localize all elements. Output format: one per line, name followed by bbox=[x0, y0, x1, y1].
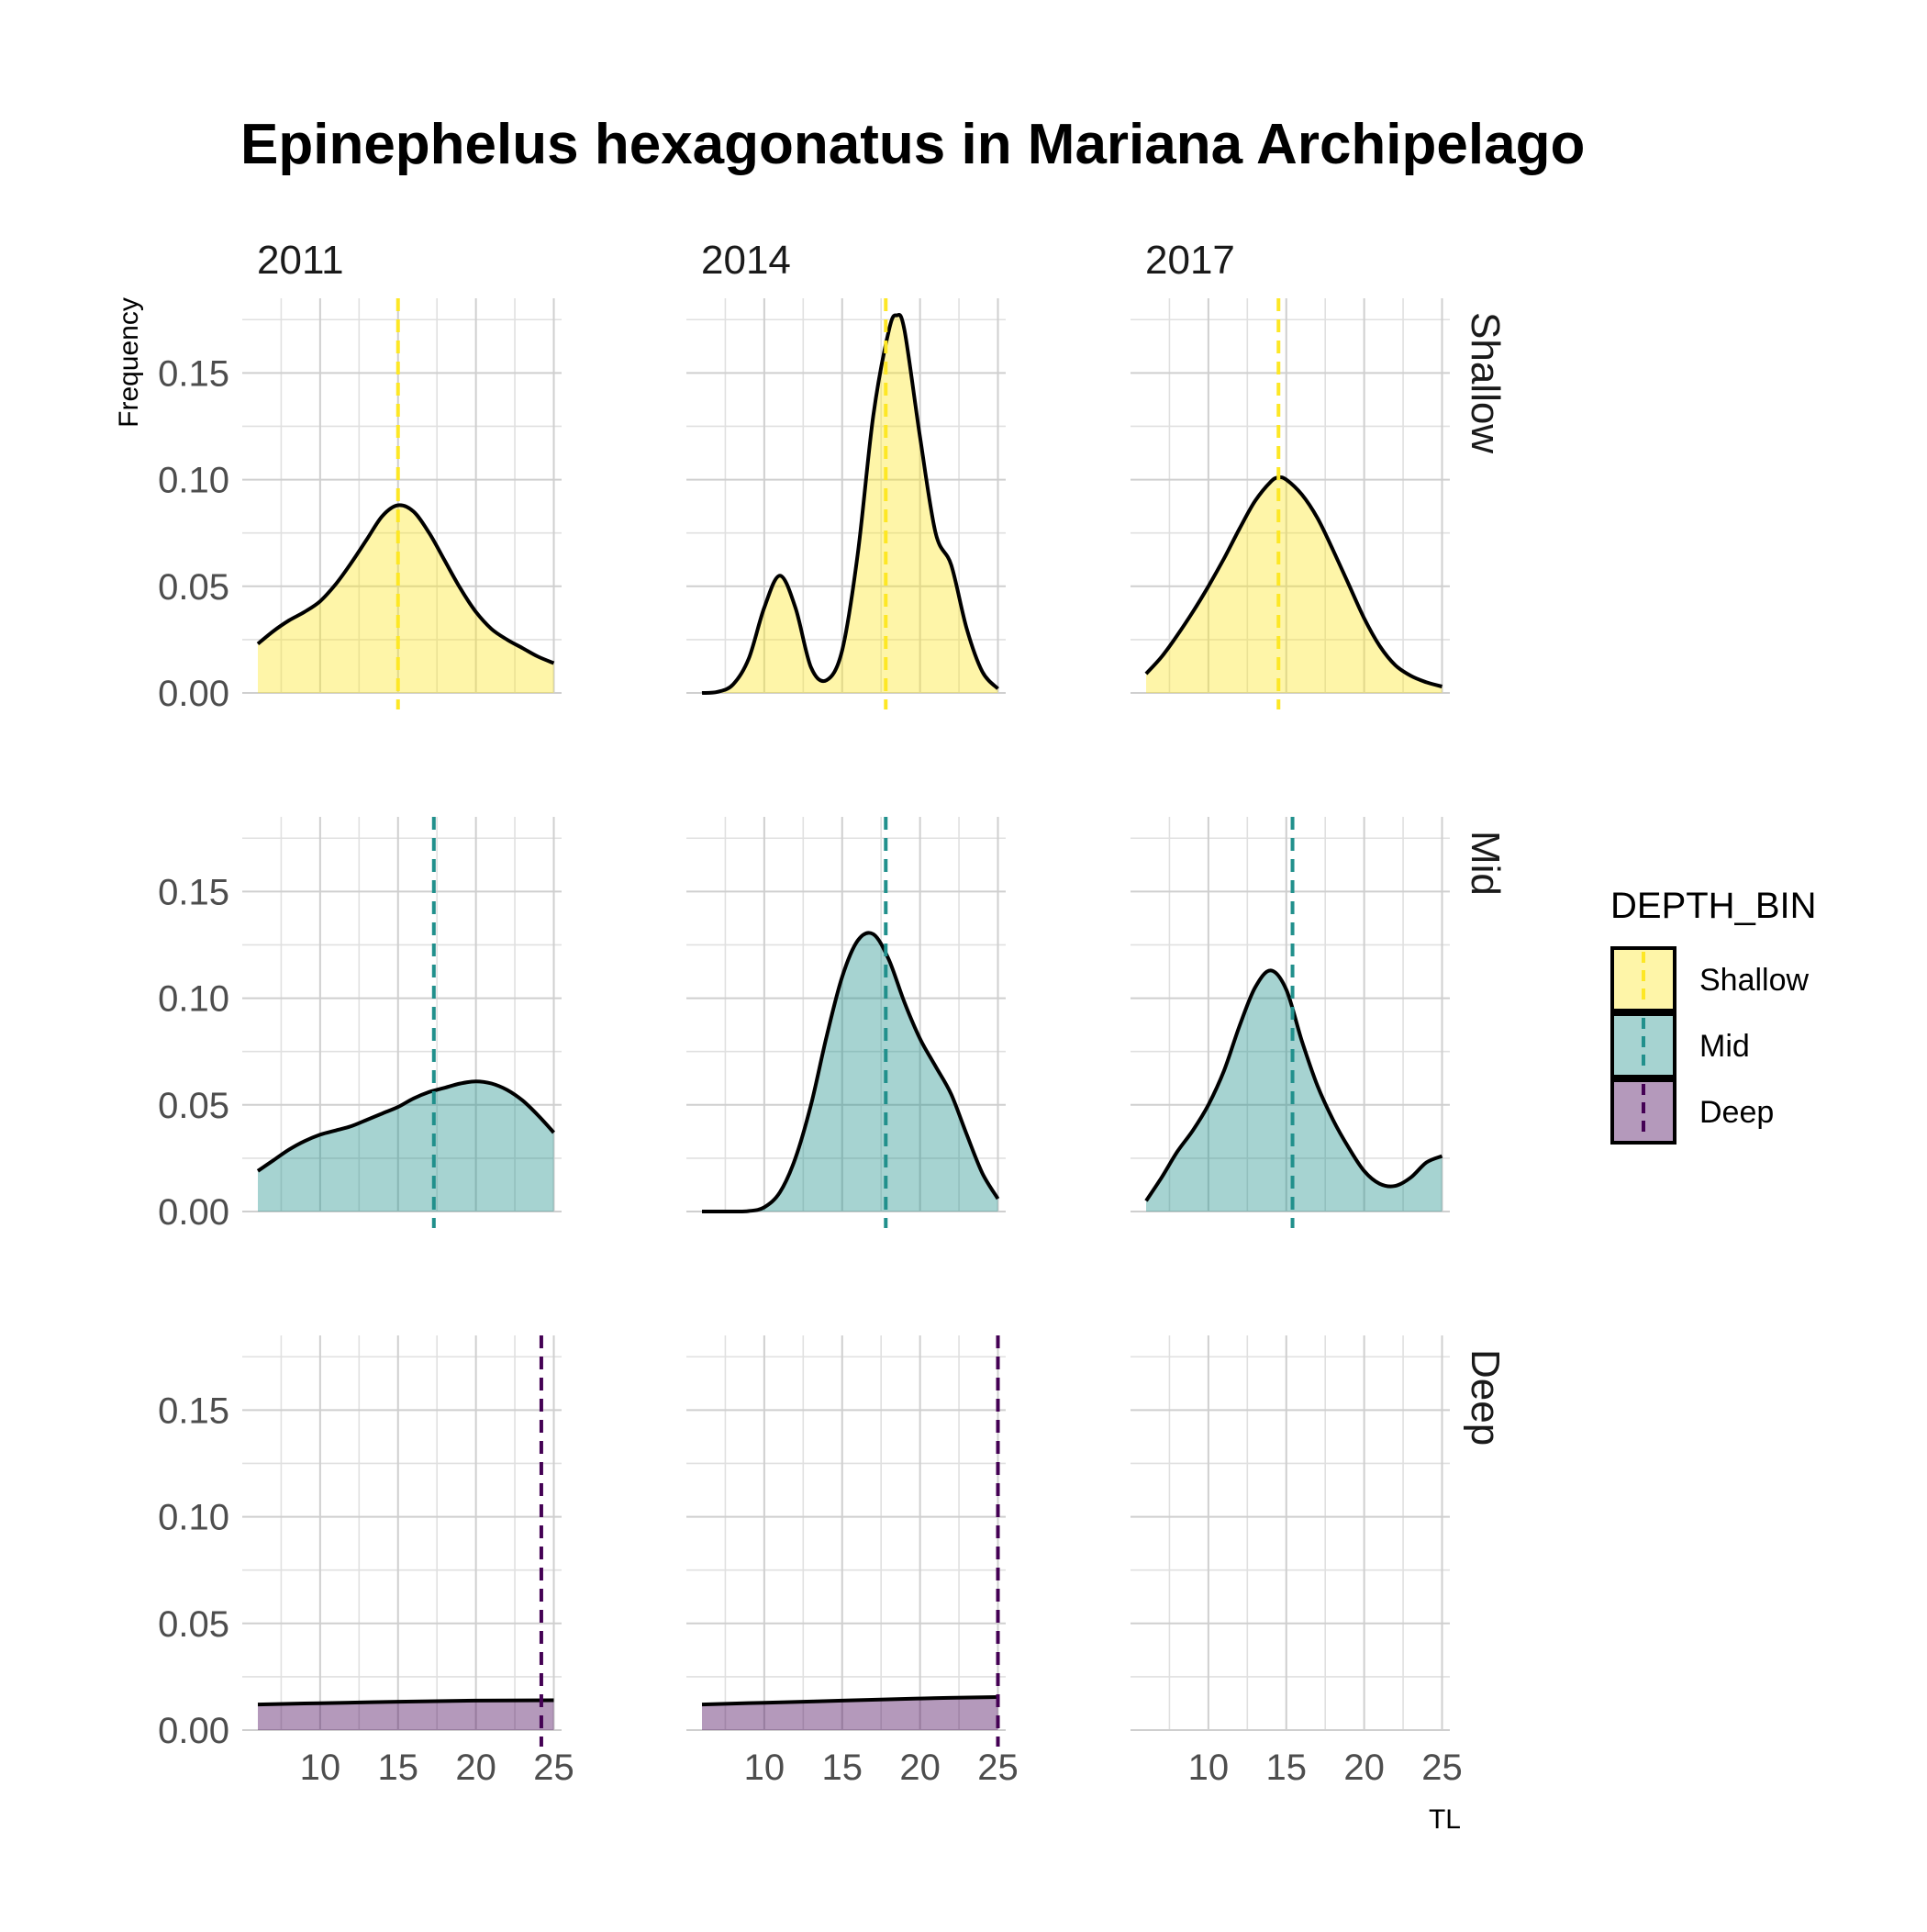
y-tick-label: 0.00 bbox=[158, 1711, 229, 1751]
legend-key-mid bbox=[1610, 1012, 1676, 1078]
y-tick-label: 0.10 bbox=[158, 461, 229, 501]
panel-2017-deep: 10 15 20 25 bbox=[1131, 1335, 1463, 1788]
y-tick-label: 0.05 bbox=[158, 1604, 229, 1645]
x-tick-label: 20 bbox=[455, 1748, 496, 1788]
strip-labels: 2011 2014 2017 Shallow Mid Deep bbox=[257, 238, 1508, 1446]
x-tick-label: 10 bbox=[1188, 1748, 1230, 1788]
density-line bbox=[702, 931, 1000, 1214]
x-tick-label: 10 bbox=[744, 1748, 785, 1788]
density-area bbox=[258, 1081, 554, 1212]
x-axis-title: TL bbox=[1429, 1804, 1461, 1835]
density-line bbox=[256, 1079, 555, 1173]
x-tick-label: 10 bbox=[300, 1748, 341, 1788]
x-tick-label: 20 bbox=[1343, 1748, 1385, 1788]
legend-key-shallow bbox=[1610, 946, 1676, 1012]
column-strip-label: 2014 bbox=[701, 238, 791, 283]
x-tick-label: 20 bbox=[899, 1748, 941, 1788]
panels-layer: 0.00 0.05 0.10 0.15 0.00 0.05 0.10 0.15 0.00 0.05… bbox=[158, 298, 1463, 1788]
y-tick-label: 0.10 bbox=[158, 1498, 229, 1538]
panel-2011-deep: 0.00 0.05 0.10 0.15 10 15 20 25 bbox=[158, 1335, 574, 1788]
y-tick-label: 0.15 bbox=[158, 353, 229, 394]
legend: DEPTH_BIN Shallow Mid Deep bbox=[1610, 886, 1817, 1145]
density-line bbox=[701, 1695, 998, 1707]
panel-2011-mid: 0.00 0.05 0.10 0.15 bbox=[158, 817, 562, 1233]
y-tick-label: 0.05 bbox=[158, 567, 229, 608]
density-area bbox=[702, 1697, 998, 1730]
x-tick-label: 25 bbox=[977, 1748, 1019, 1788]
legend-label: Shallow bbox=[1699, 963, 1810, 998]
y-tick-label: 0.00 bbox=[158, 1192, 229, 1233]
y-tick-label: 0.05 bbox=[158, 1086, 229, 1126]
legend-title: DEPTH_BIN bbox=[1610, 886, 1817, 926]
density-area bbox=[1146, 476, 1442, 693]
x-tick-label: 15 bbox=[378, 1748, 419, 1788]
y-tick-label: 0.15 bbox=[158, 872, 229, 912]
column-strip-label: 2011 bbox=[257, 238, 344, 283]
panel-2017-shallow bbox=[1131, 298, 1450, 709]
density-area bbox=[258, 505, 554, 693]
column-strip-label: 2017 bbox=[1145, 238, 1235, 283]
y-tick-label: 0.15 bbox=[158, 1390, 229, 1431]
panel-2017-mid bbox=[1131, 817, 1450, 1228]
x-tick-label: 25 bbox=[533, 1748, 574, 1788]
density-line bbox=[701, 312, 999, 695]
y-tick-label: 0.00 bbox=[158, 674, 229, 714]
panel-2011-shallow: 0.00 0.05 0.10 0.15 bbox=[158, 298, 562, 714]
y-axis-title: Frequency bbox=[114, 297, 144, 428]
panel-2014-deep: 10 15 20 25 bbox=[686, 1335, 1019, 1788]
row-strip-label: Deep bbox=[1463, 1349, 1508, 1446]
density-area bbox=[1146, 970, 1442, 1212]
density-area bbox=[258, 1700, 554, 1730]
x-tick-label: 15 bbox=[1266, 1748, 1308, 1788]
x-tick-label: 15 bbox=[822, 1748, 863, 1788]
density-line bbox=[257, 1698, 554, 1707]
panel-2014-mid bbox=[686, 817, 1006, 1228]
legend-label: Deep bbox=[1699, 1095, 1774, 1130]
row-strip-label: Mid bbox=[1463, 831, 1508, 896]
y-tick-label: 0.10 bbox=[158, 979, 229, 1020]
x-tick-label: 25 bbox=[1421, 1748, 1463, 1788]
density-line bbox=[1144, 475, 1442, 688]
panel-2014-shallow bbox=[686, 298, 1006, 709]
row-strip-label: Shallow bbox=[1463, 312, 1508, 453]
legend-label: Mid bbox=[1699, 1029, 1750, 1064]
legend-swatch bbox=[1610, 1078, 1676, 1145]
density-area bbox=[702, 314, 998, 693]
density-line bbox=[256, 503, 555, 665]
legend-key-deep bbox=[1610, 1078, 1676, 1145]
density-area bbox=[702, 932, 998, 1212]
chart-title: Epinephelus hexagonatus in Mariana Archi… bbox=[240, 113, 1585, 176]
